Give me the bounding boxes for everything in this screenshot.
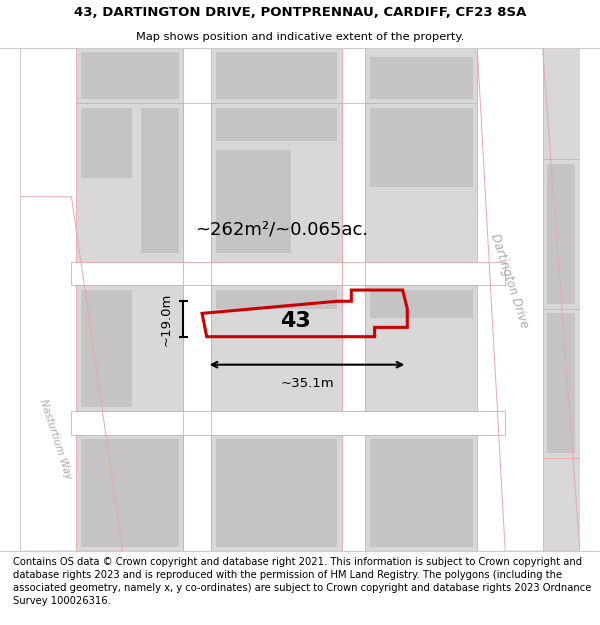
Polygon shape — [71, 411, 505, 434]
Polygon shape — [76, 48, 184, 104]
Polygon shape — [547, 164, 575, 304]
Polygon shape — [20, 48, 477, 104]
Polygon shape — [542, 159, 580, 309]
Polygon shape — [370, 108, 473, 188]
Polygon shape — [211, 434, 342, 551]
Polygon shape — [81, 108, 132, 178]
Text: Nasturtium Way: Nasturtium Way — [38, 398, 73, 481]
Polygon shape — [547, 313, 575, 453]
Text: 43: 43 — [280, 311, 311, 331]
Polygon shape — [542, 309, 580, 458]
Polygon shape — [142, 108, 179, 252]
Polygon shape — [20, 197, 123, 551]
Polygon shape — [542, 48, 580, 159]
Polygon shape — [76, 104, 184, 262]
Polygon shape — [477, 48, 580, 551]
Text: Dartington Drive: Dartington Drive — [488, 232, 531, 329]
Polygon shape — [365, 104, 477, 262]
Polygon shape — [342, 104, 365, 411]
Polygon shape — [211, 104, 342, 262]
Text: ~19.0m: ~19.0m — [160, 292, 173, 346]
Polygon shape — [76, 286, 184, 411]
Polygon shape — [211, 48, 342, 104]
Polygon shape — [71, 262, 505, 286]
Text: ~35.1m: ~35.1m — [280, 377, 334, 390]
Polygon shape — [370, 57, 473, 99]
Text: Map shows position and indicative extent of the property.: Map shows position and indicative extent… — [136, 32, 464, 42]
Polygon shape — [211, 286, 342, 411]
Polygon shape — [81, 439, 179, 547]
Polygon shape — [365, 48, 477, 104]
Text: ~262m²/~0.065ac.: ~262m²/~0.065ac. — [195, 221, 368, 238]
Polygon shape — [542, 458, 580, 551]
Polygon shape — [365, 434, 477, 551]
Polygon shape — [216, 108, 337, 141]
Polygon shape — [216, 150, 290, 253]
Text: 43, DARTINGTON DRIVE, PONTPRENNAU, CARDIFF, CF23 8SA: 43, DARTINGTON DRIVE, PONTPRENNAU, CARDI… — [74, 6, 526, 19]
Polygon shape — [216, 290, 337, 309]
Text: Contains OS data © Crown copyright and database right 2021. This information is : Contains OS data © Crown copyright and d… — [13, 557, 592, 606]
Polygon shape — [365, 286, 477, 411]
Polygon shape — [81, 52, 179, 99]
Polygon shape — [81, 290, 132, 407]
Polygon shape — [76, 434, 184, 551]
Polygon shape — [184, 104, 211, 551]
Polygon shape — [370, 290, 473, 318]
Polygon shape — [370, 439, 473, 547]
Polygon shape — [216, 439, 337, 547]
Polygon shape — [216, 52, 337, 99]
